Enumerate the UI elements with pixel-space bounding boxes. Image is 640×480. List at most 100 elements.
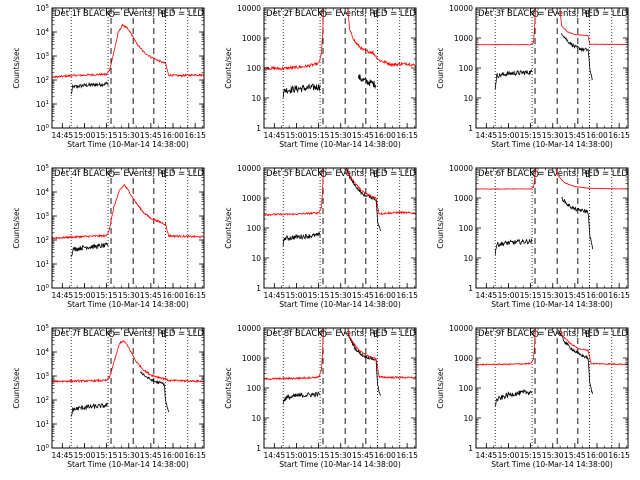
x-tick-label: 15:15 [96,451,118,460]
x-axis-label: Start Time (10-Mar-14 14:38:00) [67,140,189,149]
x-tick-label: 16:15 [184,291,206,300]
x-tick-label: 15:00 [74,131,96,140]
x-tick-label: 15:30 [542,131,564,140]
y-tick-label: 10 [463,94,473,103]
y-tick-label: 1 [256,284,261,293]
y-tick-label: 10 [251,94,261,103]
lld-series-line [476,328,628,366]
x-tick-label: 14:45 [264,451,286,460]
y-tick-label: 10000 [449,164,473,173]
x-tick-label: 16:15 [608,131,630,140]
x-tick-label: 15:15 [308,131,330,140]
y-tick-label: 10 [251,414,261,423]
y-tick-label: 100 [247,224,262,233]
x-tick-label: 15:15 [308,451,330,460]
events-series-line [70,81,109,95]
x-tick-label: 14:45 [52,131,74,140]
x-tick-label: 15:30 [330,291,352,300]
x-tick-label: 15:30 [118,291,140,300]
y-tick-label: 10000 [449,4,473,13]
y-tick-label: 100 [459,384,474,393]
y-tick-label: 105 [36,324,50,333]
x-tick-label: 16:15 [184,131,206,140]
x-tick-label: 16:00 [374,451,396,460]
x-tick-label: 15:00 [498,291,520,300]
x-tick-label: 16:15 [608,451,630,460]
events-series-line [358,74,377,90]
events-series-line [282,83,321,98]
x-tick-label: 15:15 [96,131,118,140]
x-tick-label: 15:15 [520,131,542,140]
x-tick-label: 14:45 [476,451,498,460]
x-tick-label: 16:15 [608,291,630,300]
x-tick-label: 15:45 [564,131,586,140]
panel-title: Det 1f BLACK = Events, RED = LLD [54,9,204,19]
plot-frame [51,327,205,449]
marker-label-O: O [532,170,539,180]
x-tick-label: 16:00 [162,291,184,300]
y-tick-label: 1 [468,444,473,453]
panel-title: Det 8f BLACK = Events, RED = LLD [266,329,416,339]
y-tick-label: 10000 [237,4,261,13]
marker-label-E: E [373,170,379,180]
x-axis-label: Start Time (10-Mar-14 14:38:00) [491,140,613,149]
y-tick-label: 100 [36,124,50,133]
events-series-line [282,391,321,405]
events-series-line [561,196,593,250]
x-tick-label: 16:00 [374,131,396,140]
y-tick-label: 102 [36,76,49,85]
x-tick-label: 15:30 [542,291,564,300]
lld-series-line [264,168,416,217]
y-tick-label: 103 [36,372,50,381]
y-tick-label: 1 [256,124,261,133]
y-axis-label: Counts/sec [12,367,21,408]
x-axis-label: Start Time (10-Mar-14 14:38:00) [279,460,401,469]
x-tick-label: 15:30 [118,131,140,140]
x-tick-label: 16:00 [374,291,396,300]
x-tick-label: 15:30 [330,451,352,460]
panel-title: Det 2f BLACK = Events, RED = LLD [266,9,416,19]
x-tick-label: 16:00 [162,451,184,460]
lld-series-line [52,184,204,240]
x-tick-label: 15:45 [140,131,162,140]
x-axis-label: Start Time (10-Mar-14 14:38:00) [491,300,613,309]
marker-label-E: E [373,10,379,20]
x-tick-label: 16:00 [162,131,184,140]
y-tick-label: 102 [36,396,49,405]
x-tick-label: 15:00 [498,451,520,460]
events-series-line [282,231,321,247]
y-tick-label: 1000 [242,194,261,203]
x-tick-label: 14:45 [476,131,498,140]
x-tick-label: 14:45 [264,131,286,140]
x-axis-label: Start Time (10-Mar-14 14:38:00) [67,300,189,309]
x-tick-label: 16:00 [586,291,608,300]
lld-series-line [476,8,628,46]
y-tick-label: 104 [36,28,50,37]
marker-label-E: E [585,330,591,340]
y-axis-label: Counts/sec [436,367,445,408]
y-axis-label: Counts/sec [436,47,445,88]
x-tick-label: 15:00 [286,451,308,460]
y-tick-label: 103 [36,212,50,221]
y-tick-label: 100 [459,64,474,73]
marker-label-O: O [108,170,115,180]
x-tick-label: 15:00 [286,291,308,300]
y-tick-label: 101 [36,420,49,429]
x-tick-label: 15:00 [74,451,96,460]
x-tick-label: 14:45 [476,291,498,300]
y-tick-label: 103 [36,52,50,61]
x-tick-label: 15:00 [286,131,308,140]
y-tick-label: 104 [36,188,50,197]
marker-label-E: E [161,170,167,180]
lld-series-line [264,8,416,72]
x-tick-label: 15:45 [564,451,586,460]
x-tick-label: 15:15 [520,291,542,300]
x-axis-label: Start Time (10-Mar-14 14:38:00) [279,300,401,309]
x-tick-label: 16:15 [396,451,418,460]
